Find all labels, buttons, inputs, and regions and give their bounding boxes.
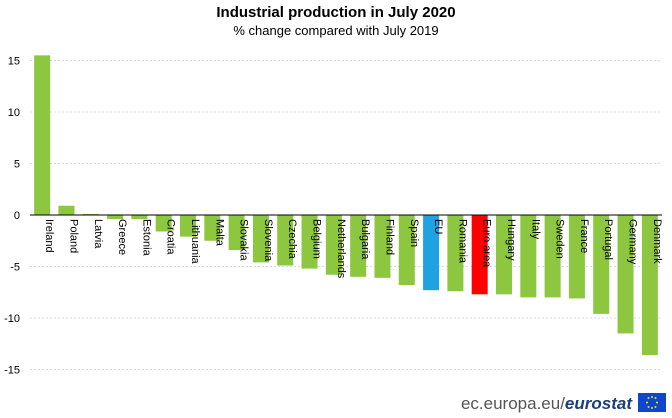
- bar-romania: [447, 215, 464, 292]
- y-tick-label: -15: [4, 365, 20, 377]
- x-tick-label: Italy: [529, 219, 541, 240]
- bar-spain: [398, 215, 415, 286]
- x-tick-label: Croatia: [165, 219, 177, 255]
- bar-bulgaria: [350, 215, 367, 277]
- bar-malta: [204, 215, 221, 241]
- bar-italy: [520, 215, 537, 298]
- bar-latvia: [82, 213, 99, 215]
- x-tick-label: EU: [432, 219, 444, 234]
- y-tick-label: 5: [14, 159, 20, 171]
- bar-portugal: [593, 215, 610, 314]
- bar-slovakia: [228, 215, 245, 251]
- bar-denmark: [641, 215, 658, 356]
- footer-site: ec.europa.eu/: [460, 394, 565, 413]
- y-tick-label: 10: [8, 107, 20, 119]
- x-tick-label: France: [578, 219, 590, 253]
- x-tick-label: Slovakia: [238, 219, 250, 261]
- x-tick-label: Euro area: [481, 219, 493, 268]
- footer-brand: eurostat: [564, 394, 632, 413]
- bar-finland: [374, 215, 391, 278]
- x-tick-label: Estonia: [140, 219, 152, 257]
- bar-euro-area: [471, 215, 488, 295]
- x-tick-label: Malta: [213, 219, 225, 247]
- x-tick-label: Finland: [383, 219, 395, 255]
- bar-eu: [423, 215, 440, 291]
- x-tick-label: Denmark: [651, 219, 663, 264]
- x-tick-label: Belgium: [311, 219, 323, 259]
- x-tick-label: Ireland: [43, 219, 55, 253]
- y-tick-label: -5: [10, 262, 20, 274]
- y-tick-label: -10: [4, 313, 20, 325]
- x-tick-label: Spain: [408, 219, 420, 247]
- y-tick-label: 15: [8, 56, 20, 68]
- x-tick-label: Czechia: [286, 219, 298, 260]
- bar-lithuania: [180, 215, 196, 237]
- chart-subtitle: % change compared with July 2019: [233, 23, 439, 38]
- x-tick-label: Latvia: [92, 219, 104, 249]
- x-tick-label: Slovenia: [262, 219, 274, 262]
- bar-slovenia: [252, 215, 269, 263]
- eu-flag-icon: [638, 393, 666, 412]
- x-tick-label: Sweden: [554, 219, 566, 259]
- bar-hungary: [496, 215, 512, 295]
- bar-sweden: [544, 215, 561, 298]
- bar-germany: [617, 215, 634, 334]
- footer-source[interactable]: ec.europa.eu/eurostat: [461, 394, 632, 414]
- x-tick-label: Lithuania: [189, 219, 201, 265]
- x-tick-label: Portugal: [602, 219, 614, 260]
- x-tick-label: Romania: [456, 219, 468, 264]
- y-tick-label: 0: [14, 210, 20, 222]
- bar-estonia: [131, 215, 148, 220]
- bar-ireland: [34, 55, 51, 215]
- bar-france: [568, 215, 585, 299]
- x-tick-label: Germany: [627, 219, 639, 265]
- bar-croatia: [155, 215, 172, 232]
- bar-netherlands: [325, 215, 342, 275]
- bar-greece: [107, 215, 124, 220]
- bar-czechia: [277, 215, 294, 266]
- bar-belgium: [301, 215, 318, 269]
- x-tick-label: Poland: [67, 219, 79, 253]
- x-tick-label: Hungary: [505, 219, 517, 261]
- x-tick-label: Greece: [116, 219, 128, 255]
- bar-poland: [58, 205, 75, 215]
- x-tick-label: Netherlands: [335, 219, 347, 279]
- chart-title: Industrial production in July 2020: [216, 4, 456, 21]
- x-tick-label: Bulgaria: [359, 219, 371, 260]
